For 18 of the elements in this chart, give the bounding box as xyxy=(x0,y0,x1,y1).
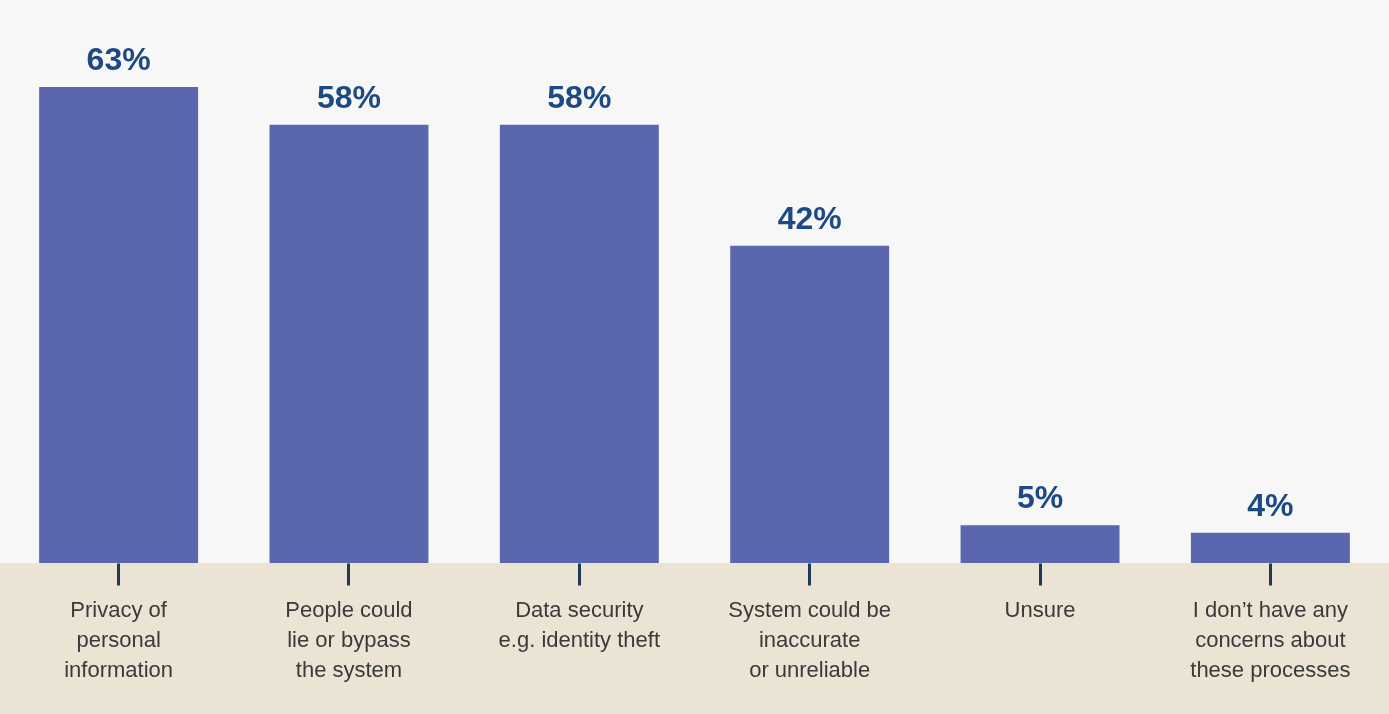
x-tick-label: Unsure xyxy=(1004,596,1076,622)
data-label: 4% xyxy=(1247,486,1294,523)
x-tick-label: System could be inaccurate or unreliable xyxy=(728,596,891,682)
bar xyxy=(499,124,659,563)
data-label: 42% xyxy=(777,199,842,236)
data-label: 58% xyxy=(316,78,381,115)
data-label: 63% xyxy=(86,41,151,77)
bar xyxy=(39,87,199,563)
data-label: 58% xyxy=(547,78,612,115)
x-tick-label: People could lie or bypass the system xyxy=(285,596,413,682)
x-tick-label: Privacy of personal information xyxy=(64,596,174,682)
bar xyxy=(269,124,429,563)
bar xyxy=(730,245,890,563)
bar xyxy=(1190,532,1350,563)
bar xyxy=(960,525,1120,563)
data-label: 5% xyxy=(1016,479,1064,516)
x-tick-label: Data security e.g. identity theft xyxy=(498,596,661,652)
x-tick-label: I don’t have any concerns about these processes xyxy=(1190,596,1351,682)
